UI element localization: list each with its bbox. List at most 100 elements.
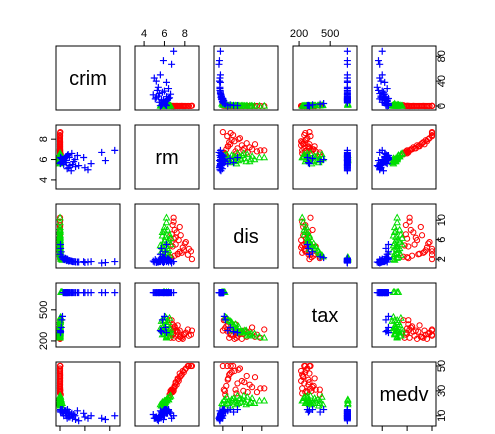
data-point	[72, 163, 80, 171]
data-point	[161, 248, 169, 256]
data-point	[62, 407, 70, 415]
data-point	[87, 160, 95, 168]
data-point	[395, 225, 404, 233]
data-point	[417, 102, 424, 110]
data-point	[394, 252, 403, 260]
data-point	[398, 328, 406, 336]
y-axis-left-tax: 200 500	[38, 301, 57, 350]
data-point	[393, 315, 402, 323]
data-point	[188, 256, 196, 263]
data-point	[162, 241, 170, 249]
data-point	[305, 231, 314, 239]
data-point	[227, 129, 234, 137]
data-point	[162, 406, 170, 414]
data-point	[166, 325, 175, 333]
data-point	[376, 289, 384, 297]
data-point	[343, 85, 351, 93]
tick-label: 2	[436, 256, 448, 262]
data-point	[305, 160, 313, 168]
data-point	[421, 327, 428, 334]
data-point	[57, 248, 65, 256]
data-point	[376, 74, 384, 82]
data-point	[178, 102, 185, 109]
data-point	[174, 376, 181, 383]
data-point	[177, 372, 184, 380]
data-point	[316, 253, 324, 261]
panel-dis-vs-medv	[371, 203, 437, 269]
panel-frame	[213, 45, 279, 111]
tick-label: 200	[290, 28, 308, 40]
data-point	[111, 258, 119, 266]
data-point	[373, 83, 381, 91]
data-point	[402, 221, 409, 229]
data-point	[260, 396, 269, 404]
data-point	[159, 416, 167, 424]
data-point	[170, 214, 177, 221]
data-point	[58, 254, 66, 262]
data-point	[71, 156, 79, 164]
data-point	[224, 362, 231, 370]
data-point	[253, 148, 261, 155]
tick-label: 80	[436, 50, 448, 62]
data-point	[170, 47, 178, 55]
data-point	[158, 228, 167, 236]
tick-label: 8	[182, 28, 188, 40]
data-point	[221, 316, 229, 324]
data-point	[384, 241, 392, 249]
data-point	[150, 74, 158, 82]
data-point	[56, 132, 64, 139]
data-point	[229, 362, 237, 370]
data-point	[101, 157, 109, 165]
data-point	[311, 242, 320, 250]
data-point	[298, 213, 307, 221]
data-point	[232, 400, 241, 408]
data-point	[187, 248, 195, 255]
data-point	[160, 312, 168, 320]
data-point	[242, 400, 251, 408]
data-point	[320, 406, 328, 414]
data-point	[389, 326, 398, 334]
data-point	[309, 248, 317, 256]
data-point	[315, 101, 324, 109]
data-point	[181, 330, 188, 337]
data-point	[390, 287, 399, 295]
data-point	[170, 385, 177, 392]
panel-dis-vs-tax	[292, 203, 358, 269]
data-point	[416, 322, 423, 329]
data-point	[62, 255, 70, 263]
data-point	[184, 251, 191, 258]
data-point	[231, 396, 240, 404]
data-point	[417, 223, 424, 231]
data-point	[307, 214, 314, 221]
data-point	[311, 153, 320, 161]
data-point	[233, 390, 240, 397]
data-point	[406, 334, 413, 341]
panel-frame	[292, 203, 358, 269]
data-point	[406, 214, 413, 221]
data-point	[311, 396, 320, 404]
data-point	[383, 258, 391, 266]
data-point	[236, 365, 244, 372]
data-point	[382, 316, 390, 324]
x-axis-top-tax: 200 500	[290, 28, 339, 47]
data-point	[166, 391, 175, 399]
data-point	[56, 376, 64, 383]
data-point	[227, 151, 236, 159]
data-point	[178, 249, 185, 256]
data-point	[428, 251, 436, 258]
data-point	[428, 132, 436, 139]
data-point	[175, 377, 182, 385]
data-point	[314, 401, 323, 409]
data-point	[56, 213, 64, 221]
panel-rm-vs-crim	[55, 124, 121, 190]
data-point	[299, 249, 306, 256]
data-point	[384, 154, 392, 162]
data-point	[343, 396, 352, 404]
data-point	[428, 102, 436, 110]
data-point	[426, 238, 433, 246]
x-axis-top-rm: 4 6 8	[141, 28, 188, 47]
tick-label: 6	[38, 156, 50, 162]
data-point	[220, 100, 228, 108]
data-point	[318, 150, 326, 158]
data-point	[219, 96, 227, 104]
